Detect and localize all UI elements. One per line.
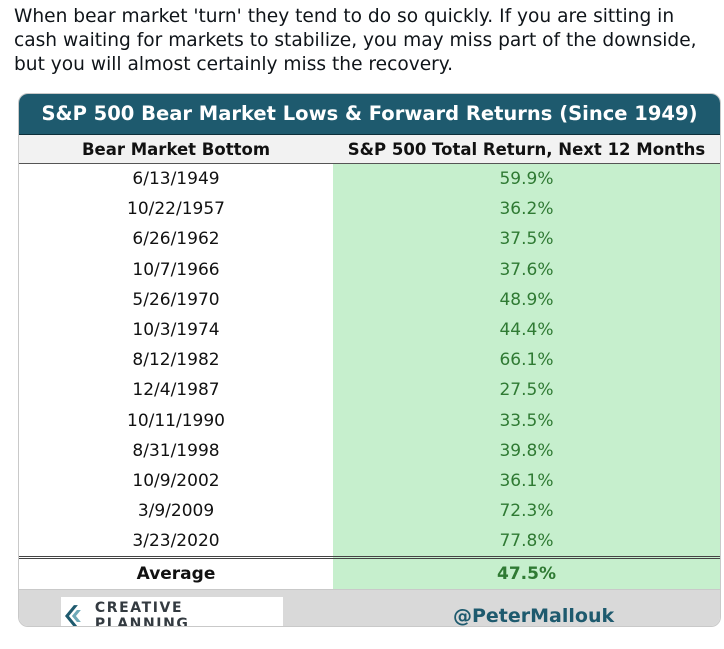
- forward-return-value: 37.6%: [333, 254, 720, 285]
- forward-return-value: 33.5%: [333, 405, 720, 436]
- table-row: 10/7/1966 37.6%: [19, 254, 720, 285]
- table-footer: CREATIVE PLANNING @PeterMallouk: [19, 589, 720, 627]
- returns-table-image[interactable]: S&P 500 Bear Market Lows & Forward Retur…: [18, 93, 721, 627]
- table-row: 10/3/1974 44.4%: [19, 314, 720, 346]
- column-header-date: Bear Market Bottom: [19, 135, 333, 164]
- table-row: 5/26/1970 48.9%: [19, 284, 720, 315]
- forward-return-value: 66.1%: [333, 345, 720, 376]
- author-handle: @PeterMallouk: [453, 604, 615, 627]
- table-row: 10/9/2002 36.1%: [19, 465, 720, 497]
- table-title: S&P 500 Bear Market Lows & Forward Retur…: [19, 94, 720, 135]
- table-row: 12/4/1987 27.5%: [19, 375, 720, 406]
- bear-market-bottom-date: 10/7/1966: [19, 254, 333, 285]
- forward-return-value: 36.1%: [333, 465, 720, 497]
- forward-return-value: 48.9%: [333, 284, 720, 315]
- forward-return-value: 59.9%: [333, 163, 720, 195]
- logo-text: CREATIVE PLANNING: [94, 599, 190, 627]
- forward-return-value: 72.3%: [333, 496, 720, 527]
- forward-return-value: 77.8%: [333, 526, 720, 558]
- returns-table: Bear Market Bottom S&P 500 Total Return,…: [19, 135, 720, 590]
- bear-market-bottom-date: 12/4/1987: [19, 375, 333, 406]
- table-row: 10/11/1990 33.5%: [19, 405, 720, 436]
- forward-return-value: 44.4%: [333, 314, 720, 346]
- forward-return-value: 39.8%: [333, 435, 720, 466]
- table-row: 8/12/1982 66.1%: [19, 345, 720, 376]
- average-label: Average: [19, 556, 333, 590]
- creative-planning-logo: CREATIVE PLANNING: [61, 596, 283, 627]
- bear-market-bottom-date: 3/9/2009: [19, 496, 333, 527]
- forward-return-value: 36.2%: [333, 194, 720, 225]
- post-text: When bear market 'turn' they tend to do …: [14, 6, 697, 75]
- table-row: 8/31/1998 39.8%: [19, 435, 720, 466]
- bear-market-bottom-date: 8/31/1998: [19, 435, 333, 466]
- creative-planning-logo-icon: [64, 605, 81, 626]
- table-row: 6/13/1949 59.9%: [19, 163, 720, 195]
- forward-return-value: 37.5%: [333, 224, 720, 255]
- bear-market-bottom-date: 8/12/1982: [19, 345, 333, 376]
- bear-market-bottom-date: 6/26/1962: [19, 224, 333, 255]
- bear-market-bottom-date: 10/3/1974: [19, 314, 333, 346]
- average-value: 47.5%: [333, 556, 720, 590]
- table-row: 10/22/1957 36.2%: [19, 194, 720, 225]
- bear-market-bottom-date: 6/13/1949: [19, 163, 333, 195]
- table-row: 3/23/2020 77.8%: [19, 526, 720, 558]
- forward-return-value: 27.5%: [333, 375, 720, 406]
- table-row: 6/26/1962 37.5%: [19, 224, 720, 255]
- column-header-return: S&P 500 Total Return, Next 12 Months: [333, 135, 720, 164]
- table-header-row: Bear Market Bottom S&P 500 Total Return,…: [19, 135, 720, 164]
- bear-market-bottom-date: 10/11/1990: [19, 405, 333, 436]
- bear-market-bottom-date: 3/23/2020: [19, 526, 333, 558]
- bear-market-bottom-date: 5/26/1970: [19, 284, 333, 315]
- bear-market-bottom-date: 10/22/1957: [19, 194, 333, 225]
- bear-market-bottom-date: 10/9/2002: [19, 465, 333, 497]
- average-row: Average 47.5%: [19, 556, 720, 590]
- table-row: 3/9/2009 72.3%: [19, 496, 720, 527]
